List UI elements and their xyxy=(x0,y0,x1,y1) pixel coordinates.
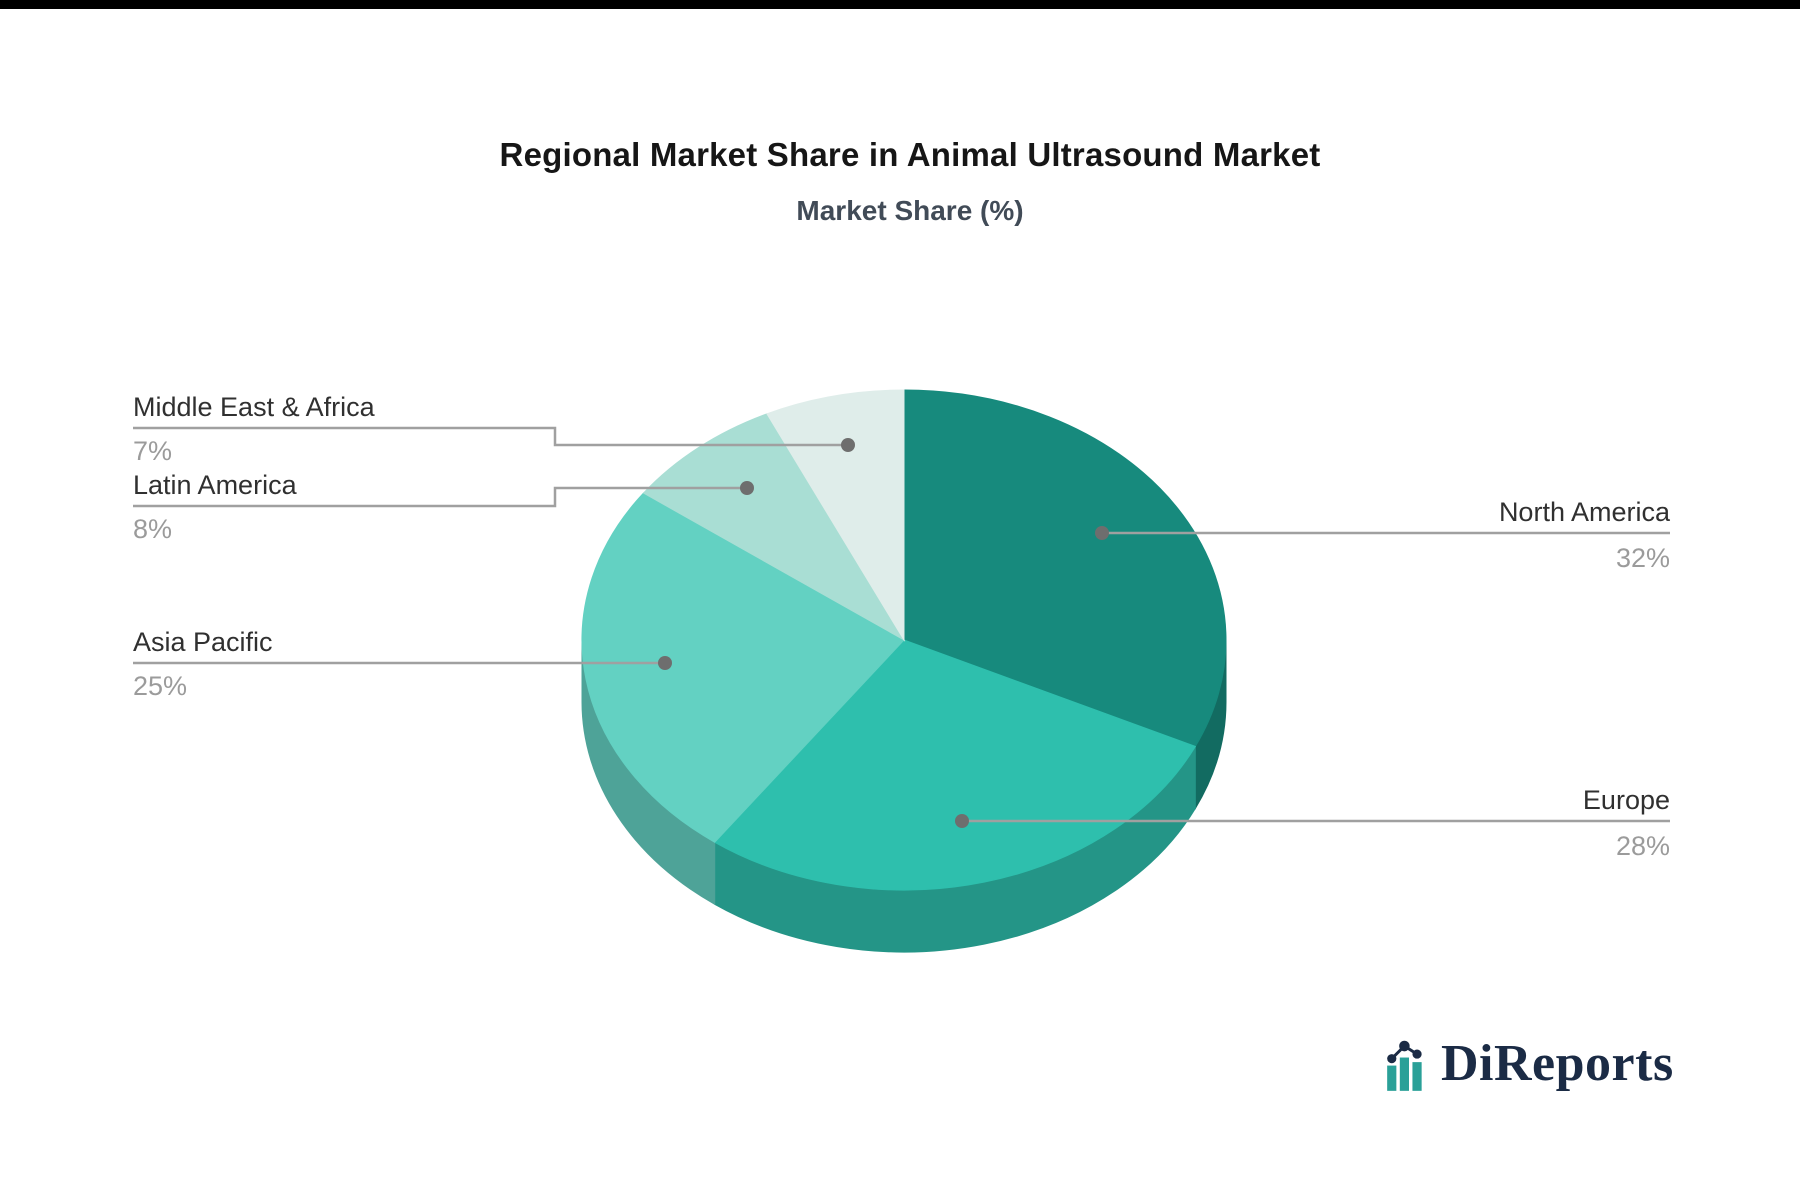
slice-percent-middle-east-africa: 7% xyxy=(133,436,173,466)
callout-asia-pacific: Asia Pacific 25% xyxy=(133,625,563,703)
slice-label-middle-east-africa: Middle East & Africa xyxy=(133,392,375,422)
chart-title: Regional Market Share in Animal Ultrasou… xyxy=(499,136,1321,173)
callout-dot-middle-east-africa xyxy=(841,438,855,452)
slice-percent-europe: 28% xyxy=(1615,831,1670,861)
slice-percent-asia-pacific: 25% xyxy=(133,671,188,701)
slice-label-asia-pacific: Asia Pacific xyxy=(133,627,273,657)
direports-logo: DiReports xyxy=(1386,1036,1674,1092)
callout-dot-north-america xyxy=(1095,526,1109,540)
callout-dot-europe xyxy=(955,814,969,828)
pie-slice-europe xyxy=(713,639,1197,891)
slice-percent-latin-america: 8% xyxy=(133,514,173,544)
callout-dot-asia-pacific xyxy=(658,656,672,670)
slice-label-north-america: North America xyxy=(1498,497,1670,527)
callout-latin-america: Latin America 8% xyxy=(133,468,563,546)
callout-line-middle-east-africa xyxy=(133,426,848,447)
callout-north-america: North America 32% xyxy=(1240,495,1670,575)
pie-slice-north-america xyxy=(903,389,1227,748)
callout-line-latin-america xyxy=(133,486,747,508)
pie-slice-middle-east-africa xyxy=(766,389,905,642)
top-border-bar xyxy=(0,0,1800,9)
pie-slice-asia-pacific xyxy=(581,492,905,843)
callout-europe: Europe 28% xyxy=(1240,783,1670,863)
slice-percent-north-america: 32% xyxy=(1615,543,1670,573)
callout-middle-east-africa: Middle East & Africa 7% xyxy=(133,390,563,468)
direports-logo-icon xyxy=(1387,1040,1422,1091)
callout-dot-latin-america xyxy=(740,481,754,495)
chart-subtitle: Market Share (%) xyxy=(796,195,1024,226)
slice-label-latin-america: Latin America xyxy=(133,470,297,500)
direports-logo-text: DiReports xyxy=(1441,1035,1674,1092)
slice-label-europe: Europe xyxy=(1582,785,1670,815)
